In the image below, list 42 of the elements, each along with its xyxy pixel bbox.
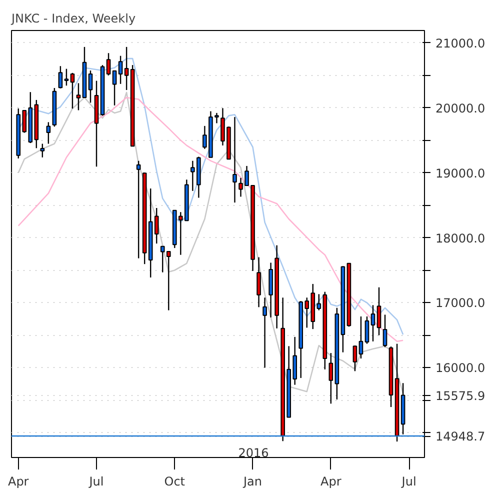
candlestick [64, 68, 69, 86]
candlestick [256, 256, 261, 308]
candlestick [358, 316, 364, 360]
x-tick-label: Jul [400, 474, 416, 488]
annotation: 2016 [238, 446, 269, 460]
x-tick-label: Jan [242, 474, 262, 488]
y-tick-label: 15575.9 [436, 388, 486, 403]
y-tick-label: 19000.0 [436, 166, 486, 180]
candlestick [370, 304, 376, 342]
x-tick-label: Apr [320, 474, 342, 488]
candlestick [70, 72, 75, 110]
candlestick [352, 344, 358, 372]
x-tick-label: Jul [88, 474, 104, 488]
line-series [18, 58, 404, 336]
candlestick [214, 112, 219, 124]
candlestick [382, 314, 388, 348]
candlestick [376, 286, 382, 336]
candlestick [136, 160, 141, 259]
line-series [18, 96, 404, 342]
candlestick [232, 116, 237, 204]
candlestick [58, 66, 63, 89]
candlestick [106, 52, 111, 76]
x-tick-label: Apr [8, 474, 29, 488]
y-tick-label: 17000.0 [436, 296, 486, 310]
candlestick [262, 297, 267, 368]
candlestick [46, 122, 51, 144]
candlestick [40, 143, 45, 158]
candlestick [88, 70, 93, 104]
candlestick [328, 352, 334, 404]
candlestick [124, 46, 129, 91]
y-tick-label: 18000.0 [436, 231, 486, 246]
line-series [18, 92, 404, 394]
ref-line-label: 14948.7 [436, 430, 486, 444]
candlestick [112, 70, 117, 106]
x-tick-label: Oct [164, 474, 186, 488]
y-tick-label: 16000.0 [436, 361, 486, 376]
candlestick [118, 55, 123, 85]
candlestick [364, 316, 370, 344]
y-tick-label: 20000.0 [436, 101, 486, 116]
y-tick-label: 21000.0 [436, 36, 486, 50]
candlestick [76, 82, 81, 111]
chart-title: JNKC - Index, Weekly [10, 12, 136, 26]
